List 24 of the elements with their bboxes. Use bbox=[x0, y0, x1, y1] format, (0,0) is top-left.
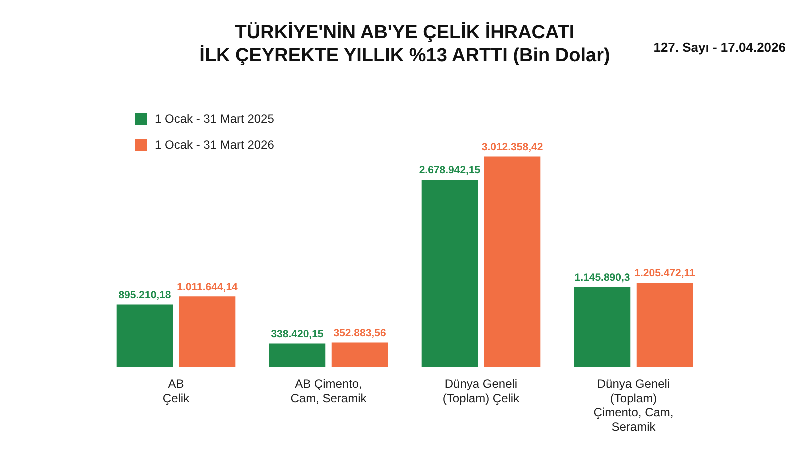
bar bbox=[269, 344, 326, 368]
x-tick-label: Dünya Geneli (Toplam) Çimento, Cam, Seramik bbox=[594, 376, 674, 434]
bar bbox=[574, 287, 631, 368]
data-label: 2.678.942,15 bbox=[419, 164, 481, 177]
bar bbox=[636, 283, 694, 368]
data-label: 895.210,18 bbox=[118, 289, 172, 302]
bar bbox=[484, 156, 541, 368]
chart-title: TÜRKİYE'NİN AB'YE ÇELİK İHRACATI İLK ÇEYREKTE YILLIK %13 ARTTI (Bin Dolar) bbox=[200, 22, 610, 66]
bar bbox=[179, 296, 236, 368]
data-label: 352.883,56 bbox=[334, 327, 386, 340]
data-label: 1.145.890,3 bbox=[574, 272, 630, 284]
data-label: 338.420,15 bbox=[271, 328, 324, 340]
legend-label: 1 Ocak - 31 Mart 2025 bbox=[154, 112, 274, 126]
data-label: 1.205.472,11 bbox=[634, 268, 696, 280]
bar bbox=[332, 342, 388, 368]
bar bbox=[116, 304, 174, 368]
x-tick-label: AB Çelik bbox=[162, 376, 191, 406]
data-label: 1.011.644,14 bbox=[177, 281, 238, 294]
bar bbox=[422, 180, 478, 368]
data-label: 3.012.358,42 bbox=[482, 141, 544, 154]
x-tick-label: AB Çimento, Cam, Seramik bbox=[290, 376, 368, 406]
text: 127. Sayı - 17.04.2026 bbox=[654, 40, 786, 55]
legend-label: 1 Ocak - 31 Mart 2026 bbox=[154, 138, 274, 152]
x-tick-label: Dünya Geneli (Toplam) Çelik bbox=[442, 376, 521, 406]
